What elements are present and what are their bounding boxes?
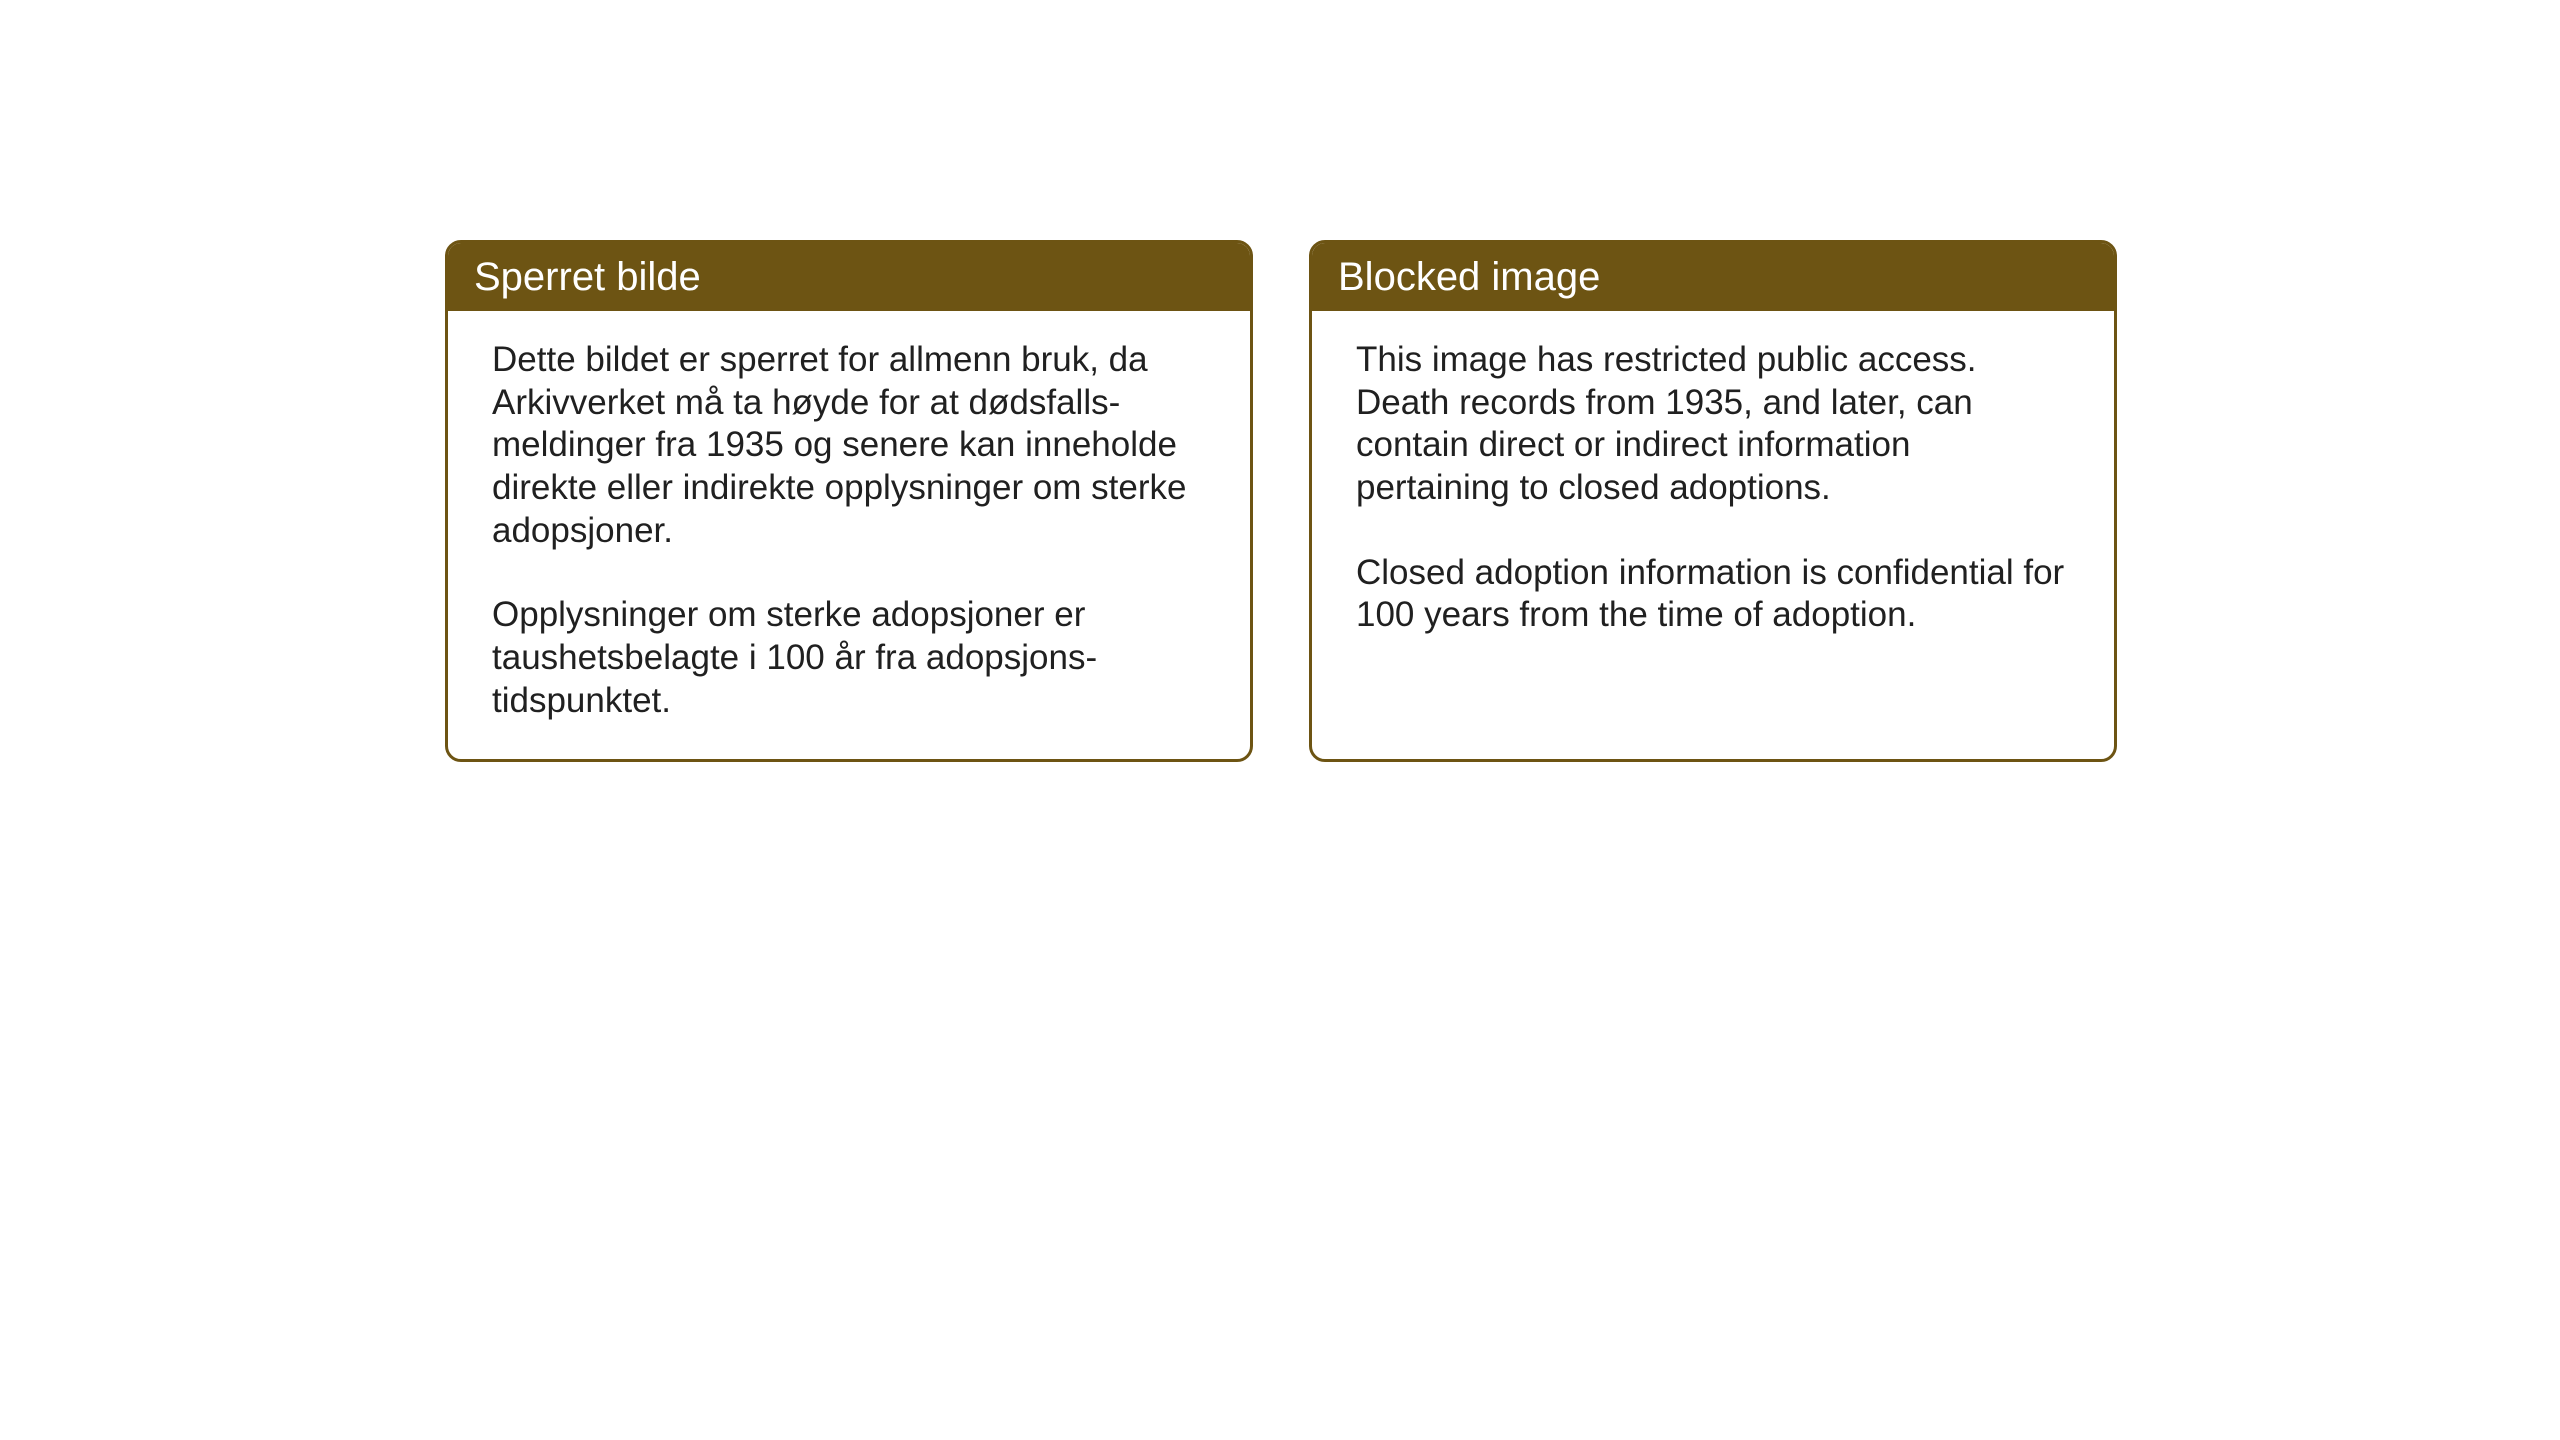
english-paragraph-2: Closed adoption information is confident… <box>1356 552 2070 637</box>
english-card-title: Blocked image <box>1312 243 2114 311</box>
english-card-body: This image has restricted public access.… <box>1312 311 2114 673</box>
english-paragraph-1: This image has restricted public access.… <box>1356 339 2070 510</box>
norwegian-notice-card: Sperret bilde Dette bildet er sperret fo… <box>445 240 1253 762</box>
notice-cards-container: Sperret bilde Dette bildet er sperret fo… <box>445 240 2117 762</box>
norwegian-card-body: Dette bildet er sperret for allmenn bruk… <box>448 311 1250 759</box>
norwegian-paragraph-1: Dette bildet er sperret for allmenn bruk… <box>492 339 1206 552</box>
norwegian-card-title: Sperret bilde <box>448 243 1250 311</box>
english-notice-card: Blocked image This image has restricted … <box>1309 240 2117 762</box>
norwegian-paragraph-2: Opplysninger om sterke adopsjoner er tau… <box>492 594 1206 722</box>
